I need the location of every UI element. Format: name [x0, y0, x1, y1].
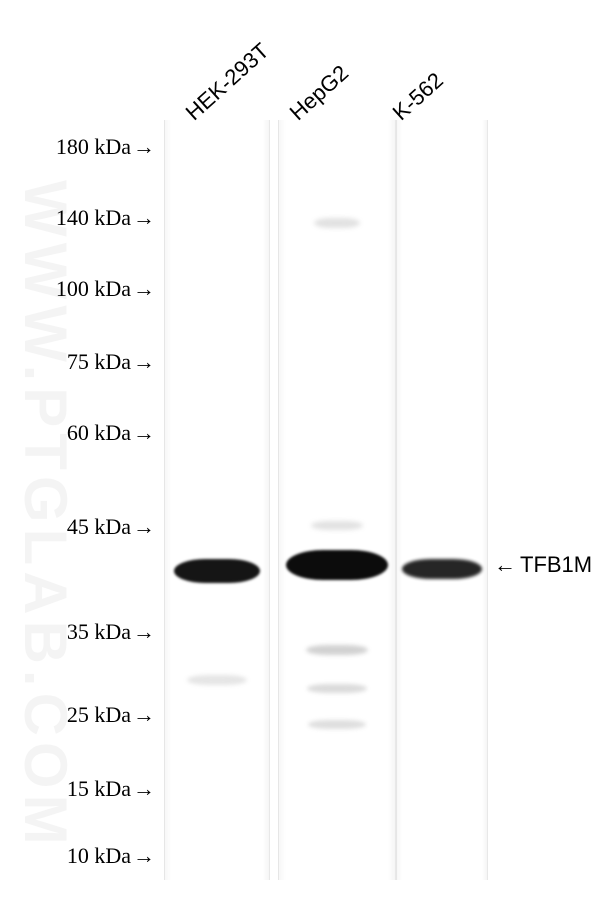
- mw-marker-label: 180 kDa: [56, 134, 131, 159]
- arrow-right-icon: →: [133, 514, 155, 540]
- band: [402, 559, 482, 579]
- mw-marker-label: 75 kDa: [67, 349, 131, 374]
- mw-marker: 10 kDa→: [0, 843, 155, 869]
- lane-strip: [164, 120, 270, 880]
- mw-marker-label: 100 kDa: [56, 276, 131, 301]
- band: [187, 675, 247, 685]
- arrow-right-icon: →: [133, 702, 155, 728]
- target-label: TFB1M: [520, 552, 592, 578]
- mw-marker-label: 35 kDa: [67, 619, 131, 644]
- mw-marker: 100 kDa→: [0, 276, 155, 302]
- mw-marker: 180 kDa→: [0, 134, 155, 160]
- mw-marker: 15 kDa→: [0, 776, 155, 802]
- target-annotation: ←TFB1M: [494, 552, 592, 578]
- band: [314, 218, 360, 228]
- mw-marker: 75 kDa→: [0, 349, 155, 375]
- mw-marker: 140 kDa→: [0, 205, 155, 231]
- arrow-right-icon: →: [133, 843, 155, 869]
- mw-marker-label: 140 kDa: [56, 205, 131, 230]
- mw-marker-label: 15 kDa: [67, 776, 131, 801]
- band: [306, 645, 368, 655]
- lane-label: HEK-293T: [181, 38, 275, 126]
- lane-label: HepG2: [285, 60, 354, 126]
- arrow-right-icon: →: [133, 619, 155, 645]
- lane-strip: [278, 120, 396, 880]
- mw-marker-label: 10 kDa: [67, 843, 131, 868]
- mw-marker-label: 45 kDa: [67, 514, 131, 539]
- lane-label: K-562: [388, 67, 449, 126]
- arrow-right-icon: →: [133, 776, 155, 802]
- mw-marker: 25 kDa→: [0, 702, 155, 728]
- arrow-left-icon: ←: [494, 552, 516, 578]
- arrow-right-icon: →: [133, 420, 155, 446]
- band: [307, 684, 367, 693]
- mw-marker: 60 kDa→: [0, 420, 155, 446]
- arrow-right-icon: →: [133, 134, 155, 160]
- mw-marker-label: 60 kDa: [67, 420, 131, 445]
- band: [308, 720, 366, 729]
- band: [174, 559, 260, 583]
- arrow-right-icon: →: [133, 349, 155, 375]
- lane-strip: [396, 120, 488, 880]
- mw-marker: 35 kDa→: [0, 619, 155, 645]
- arrow-right-icon: →: [133, 276, 155, 302]
- arrow-right-icon: →: [133, 205, 155, 231]
- band: [286, 550, 388, 580]
- western-blot-figure: WWW.PTGLAB.COM 180 kDa→140 kDa→100 kDa→7…: [0, 0, 600, 903]
- mw-marker: 45 kDa→: [0, 514, 155, 540]
- band: [311, 521, 363, 530]
- mw-marker-label: 25 kDa: [67, 702, 131, 727]
